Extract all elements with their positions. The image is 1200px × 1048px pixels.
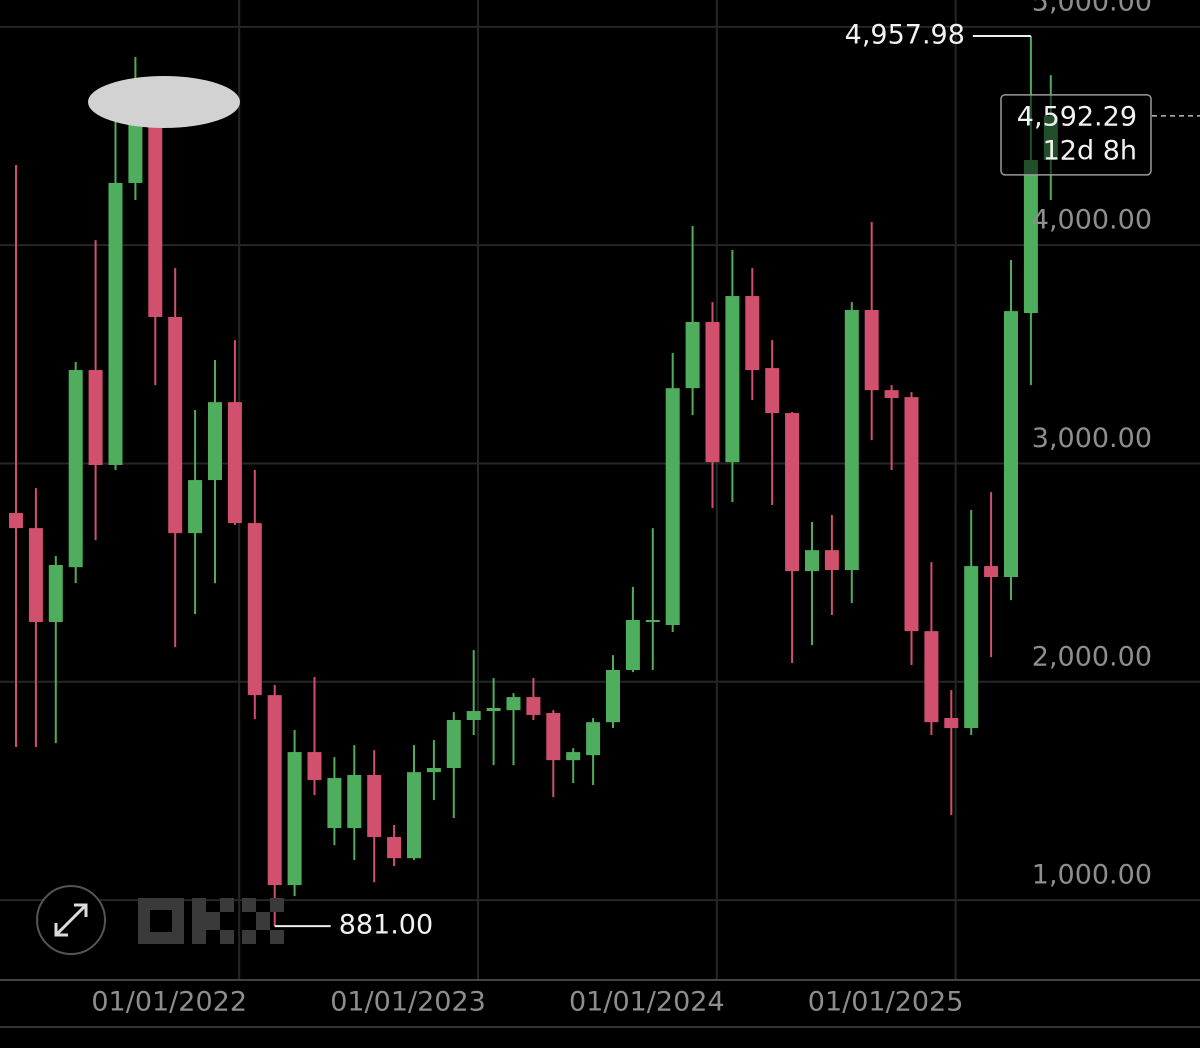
candle-body bbox=[88, 370, 103, 466]
y-tick-label: 4,000.00 bbox=[1032, 205, 1152, 236]
candle-body bbox=[208, 402, 222, 481]
plot bbox=[9, 36, 1058, 927]
candle-body bbox=[586, 722, 601, 756]
candle-body bbox=[227, 402, 242, 524]
last-price-box bbox=[1000, 94, 1152, 176]
candle-body bbox=[685, 322, 700, 389]
candle-body bbox=[924, 631, 939, 723]
candle-body bbox=[606, 669, 620, 723]
candle-body bbox=[108, 182, 123, 466]
expand-icon[interactable] bbox=[54, 903, 88, 937]
candle-body bbox=[705, 322, 720, 463]
x-tick-label: 01/01/2025 bbox=[808, 987, 964, 1018]
candle-body bbox=[28, 528, 43, 622]
candle-body bbox=[247, 523, 262, 696]
candle-body bbox=[128, 125, 143, 183]
candle-body bbox=[745, 296, 760, 371]
x-tick-label: 01/01/2022 bbox=[91, 987, 247, 1018]
candle-body bbox=[805, 550, 819, 572]
low-marker-label: 881.00 bbox=[339, 910, 433, 941]
candle-body bbox=[307, 752, 322, 781]
y-tick-label: 5,000.00 bbox=[1032, 0, 1152, 17]
expand-button[interactable] bbox=[36, 885, 106, 955]
candle-body bbox=[327, 778, 342, 829]
y-tick-label: 3,000.00 bbox=[1032, 423, 1152, 454]
x-tick-label: 01/01/2024 bbox=[569, 987, 725, 1018]
candle-body bbox=[347, 775, 362, 829]
candle-body bbox=[387, 837, 402, 859]
x-axis-labels: 01/01/2022 01/01/2023 01/01/2024 01/01/2025 bbox=[91, 987, 963, 1018]
candle-body bbox=[506, 697, 521, 711]
candle-body bbox=[546, 713, 561, 761]
candle-body bbox=[765, 368, 780, 414]
candle-body bbox=[625, 620, 640, 670]
candle-body bbox=[9, 513, 23, 529]
candle-body bbox=[446, 719, 461, 769]
candle-body bbox=[48, 564, 63, 622]
candle-body bbox=[407, 772, 421, 859]
candle-body bbox=[168, 316, 183, 534]
candle-body bbox=[645, 620, 660, 623]
redaction-oval bbox=[88, 76, 240, 128]
candle-body bbox=[1004, 311, 1018, 577]
candle-body bbox=[188, 480, 203, 534]
candle-body bbox=[725, 296, 740, 463]
candle-body bbox=[785, 413, 800, 572]
high-marker-label: 4,957.98 bbox=[845, 20, 965, 51]
candle-body bbox=[287, 752, 302, 886]
candle-body bbox=[884, 390, 899, 398]
y-axis-labels: 1,000.00 2,000.00 3,000.00 4,000.00 5,000.00 bbox=[1032, 0, 1152, 891]
candle-body bbox=[526, 697, 541, 715]
candle-body bbox=[466, 711, 481, 720]
candle-body bbox=[426, 768, 441, 773]
watermark-logo bbox=[138, 898, 284, 944]
y-tick-label: 2,000.00 bbox=[1032, 641, 1152, 672]
candle-body bbox=[824, 550, 839, 571]
last-price-label: 4,592.29 bbox=[1017, 101, 1137, 132]
candle-body bbox=[68, 370, 83, 568]
y-tick-label: 1,000.00 bbox=[1032, 860, 1152, 891]
candle-body bbox=[1023, 160, 1038, 314]
candle-body bbox=[367, 775, 382, 838]
candle-body bbox=[964, 566, 979, 729]
candle-body bbox=[984, 566, 999, 577]
candle-body bbox=[267, 695, 282, 886]
candle-body bbox=[665, 388, 680, 626]
candle-body bbox=[148, 125, 163, 317]
candle-body bbox=[844, 310, 859, 571]
candle-body bbox=[904, 397, 919, 632]
candle-body bbox=[486, 707, 501, 712]
candle-body bbox=[864, 310, 879, 391]
countdown-label: 12d 8h bbox=[1043, 135, 1137, 166]
candle-body bbox=[566, 752, 581, 761]
x-tick-label: 01/01/2023 bbox=[330, 987, 486, 1018]
candle-body bbox=[944, 718, 959, 729]
